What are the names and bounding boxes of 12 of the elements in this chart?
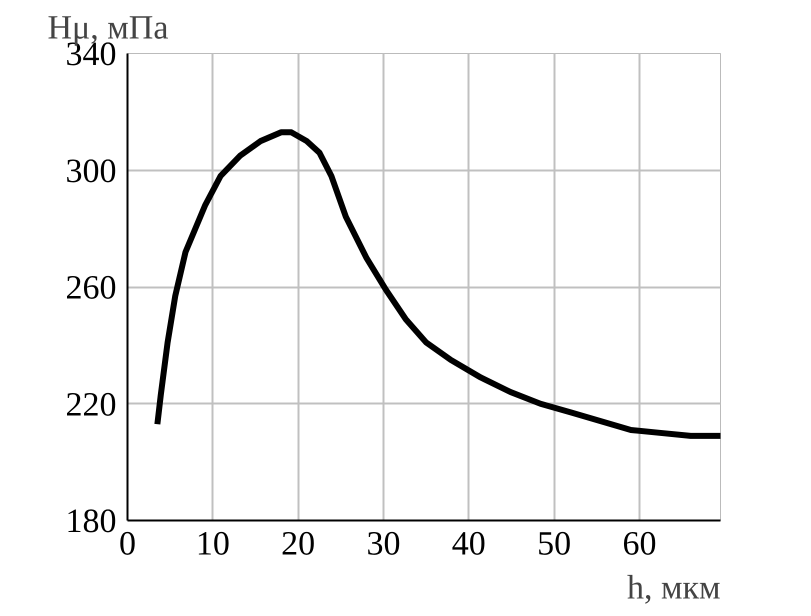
x-tick-label: 30 [366,526,400,562]
x-tick-label: 10 [196,526,230,562]
y-tick-label: 260 [66,270,116,306]
y-tick-label: 300 [66,152,116,190]
x-tick-label: 60 [622,526,656,562]
x-tick-label: 40 [452,526,486,562]
y-tick-label: 180 [66,503,116,540]
x-tick-label: 50 [537,526,572,562]
y-tick-label: 220 [66,386,116,424]
x-axis-title: h, мкм [626,570,721,606]
x-tick-label: 0 [119,526,136,562]
x-tick-label: 20 [281,526,316,562]
